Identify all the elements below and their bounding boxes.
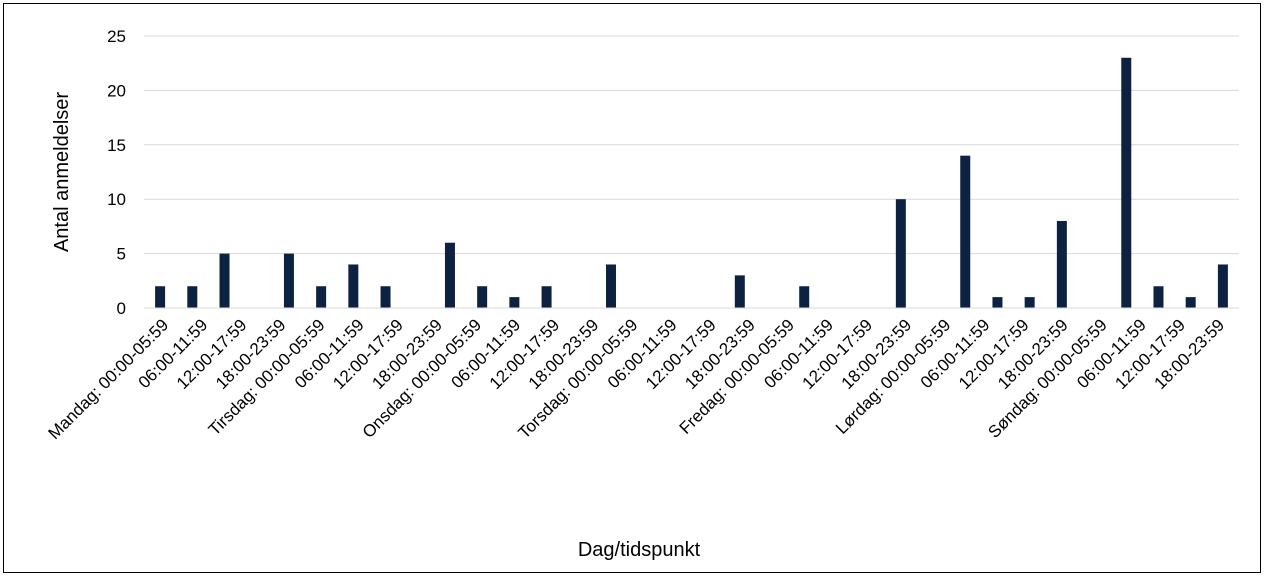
bar [444,242,455,308]
bar [992,297,1003,308]
bar [960,155,971,308]
bar [477,286,488,308]
y-tick-label: 25 [107,27,126,46]
bar [734,275,745,308]
bar [605,264,616,308]
bar [509,297,520,308]
y-tick-label: 0 [117,299,126,318]
y-tick-label: 5 [117,245,126,264]
bar [1185,297,1196,308]
x-axis-labels: Mandag: 00:00-05:5906:00-11:5912:00-17:5… [45,315,1229,443]
bar [283,253,294,308]
bar [1153,286,1164,308]
x-axis-title: Dag/tidspunkt [578,539,701,561]
bar-chart: 0 5 10 15 20 25 Mandag: 00:00-05:5906:00-11:5… [45,27,1239,561]
bar [1024,297,1035,308]
bar [1056,220,1067,308]
bar [219,253,230,308]
bars [155,57,1228,309]
y-axis-ticks: 0 5 10 15 20 25 [107,27,126,318]
bar [380,286,391,308]
y-tick-label: 20 [107,81,126,100]
gridlines [144,35,1239,255]
bar [155,286,166,308]
y-axis-title: Antal anmeldelser [51,92,73,252]
bar [799,286,810,308]
bar [187,286,198,308]
chart-frame: 0 5 10 15 20 25 Mandag: 00:00-05:59 06:00-11:5… [3,3,1261,573]
y-tick-label: 10 [107,190,126,209]
bar [316,286,327,308]
y-tick-label: 15 [107,136,126,155]
bar [895,199,906,308]
bar [1217,264,1228,308]
bar [541,286,552,308]
bar [348,264,359,308]
bar [1121,57,1132,309]
